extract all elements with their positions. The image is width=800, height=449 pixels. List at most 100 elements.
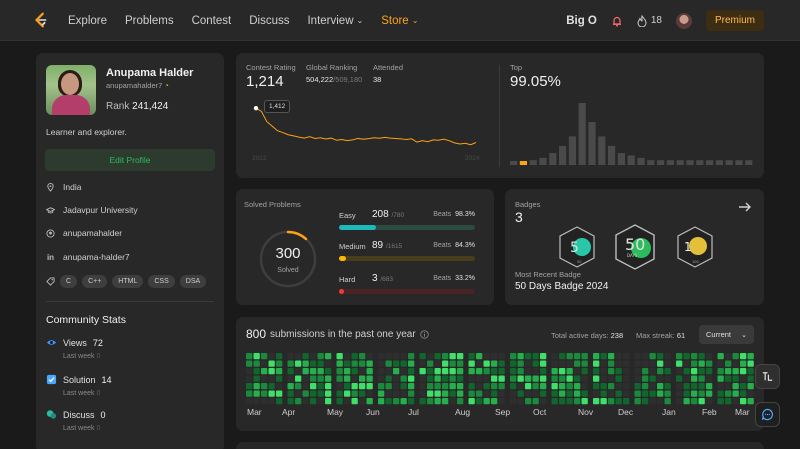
heatmap-cell[interactable] bbox=[457, 390, 464, 397]
heatmap-cell[interactable] bbox=[351, 353, 358, 360]
heatmap-cell[interactable] bbox=[664, 368, 671, 375]
heatmap-cell[interactable] bbox=[468, 353, 475, 360]
heatmap-cell[interactable] bbox=[517, 360, 524, 367]
heatmap-cell[interactable] bbox=[310, 353, 317, 360]
heatmap-cell[interactable] bbox=[732, 353, 739, 360]
heatmap-cell[interactable] bbox=[608, 383, 615, 390]
heatmap-cell[interactable] bbox=[566, 375, 573, 382]
heatmap-cell[interactable] bbox=[725, 390, 732, 397]
heatmap-cell[interactable] bbox=[344, 390, 351, 397]
heatmap-cell[interactable] bbox=[525, 398, 532, 405]
heatmap-cell[interactable] bbox=[676, 390, 683, 397]
heatmap-cell[interactable] bbox=[427, 375, 434, 382]
heatmap-cell[interactable] bbox=[295, 353, 302, 360]
heatmap-cell[interactable] bbox=[498, 398, 505, 405]
heatmap-cell[interactable] bbox=[378, 383, 385, 390]
heatmap-cell[interactable] bbox=[351, 398, 358, 405]
heatmap-cell[interactable] bbox=[566, 368, 573, 375]
heatmap-cell[interactable] bbox=[600, 383, 607, 390]
heatmap-cell[interactable] bbox=[676, 375, 683, 382]
heatmap-cell[interactable] bbox=[336, 398, 343, 405]
heatmap-cell[interactable] bbox=[698, 360, 705, 367]
heatmap-cell[interactable] bbox=[510, 353, 517, 360]
heatmap-cell[interactable] bbox=[683, 390, 690, 397]
heatmap-cell[interactable] bbox=[717, 398, 724, 405]
heatmap-cell[interactable] bbox=[287, 353, 294, 360]
heatmap-cell[interactable] bbox=[706, 360, 713, 367]
heatmap-cell[interactable] bbox=[623, 390, 630, 397]
heatmap-cell[interactable] bbox=[664, 375, 671, 382]
heatmap-cell[interactable] bbox=[434, 383, 441, 390]
heatmap-cell[interactable] bbox=[468, 375, 475, 382]
heatmap-cell[interactable] bbox=[657, 383, 664, 390]
heatmap-cell[interactable] bbox=[336, 368, 343, 375]
heatmap-cell[interactable] bbox=[344, 398, 351, 405]
heatmap-cell[interactable] bbox=[295, 390, 302, 397]
heatmap-cell[interactable] bbox=[498, 383, 505, 390]
heatmap-cell[interactable] bbox=[600, 360, 607, 367]
heatmap-cell[interactable] bbox=[246, 390, 253, 397]
heatmap-cell[interactable] bbox=[649, 383, 656, 390]
heatmap-cell[interactable] bbox=[498, 368, 505, 375]
heatmap-cell[interactable] bbox=[540, 375, 547, 382]
heatmap-cell[interactable] bbox=[366, 375, 373, 382]
heatmap-cell[interactable] bbox=[378, 398, 385, 405]
heatmap-cell[interactable] bbox=[449, 360, 456, 367]
heatmap-cell[interactable] bbox=[491, 375, 498, 382]
heatmap-cell[interactable] bbox=[268, 398, 275, 405]
heatmap-cell[interactable] bbox=[574, 398, 581, 405]
heatmap-cell[interactable] bbox=[698, 353, 705, 360]
bell-icon[interactable] bbox=[611, 15, 623, 27]
heatmap-cell[interactable] bbox=[287, 360, 294, 367]
heatmap-cell[interactable] bbox=[615, 353, 622, 360]
heatmap-cell[interactable] bbox=[449, 383, 456, 390]
heatmap-cell[interactable] bbox=[483, 398, 490, 405]
heatmap-cell[interactable] bbox=[325, 360, 332, 367]
heatmap-cell[interactable] bbox=[400, 353, 407, 360]
heatmap-cell[interactable] bbox=[442, 375, 449, 382]
heatmap-cell[interactable] bbox=[400, 368, 407, 375]
heatmap-cell[interactable] bbox=[664, 360, 671, 367]
heatmap-cell[interactable] bbox=[510, 383, 517, 390]
heatmap-cell[interactable] bbox=[310, 398, 317, 405]
heatmap-cell[interactable] bbox=[642, 383, 649, 390]
heatmap-cell[interactable] bbox=[566, 383, 573, 390]
heatmap-cell[interactable] bbox=[261, 353, 268, 360]
heatmap-cell[interactable] bbox=[359, 398, 366, 405]
linkedin-row[interactable]: in anupama-halder7 bbox=[46, 252, 130, 262]
heatmap-cell[interactable] bbox=[317, 390, 324, 397]
heatmap-cell[interactable] bbox=[517, 353, 524, 360]
badge-50-days-icon[interactable]: 5 50 bbox=[557, 225, 597, 269]
heatmap-cell[interactable] bbox=[725, 383, 732, 390]
heatmap-cell[interactable] bbox=[317, 368, 324, 375]
skill-tag[interactable]: CSS bbox=[148, 275, 175, 288]
heatmap-cell[interactable] bbox=[317, 360, 324, 367]
heatmap-cell[interactable] bbox=[525, 375, 532, 382]
heatmap-cell[interactable] bbox=[551, 353, 558, 360]
heatmap-cell[interactable] bbox=[691, 383, 698, 390]
heatmap-cell[interactable] bbox=[310, 390, 317, 397]
heatmap-cell[interactable] bbox=[623, 353, 630, 360]
heatmap-cell[interactable] bbox=[434, 398, 441, 405]
heatmap-cell[interactable] bbox=[600, 375, 607, 382]
heatmap-cell[interactable] bbox=[287, 375, 294, 382]
nav-problems[interactable]: Problems bbox=[125, 14, 174, 27]
heatmap-cell[interactable] bbox=[706, 368, 713, 375]
heatmap-cell[interactable] bbox=[532, 390, 539, 397]
heatmap-cell[interactable] bbox=[510, 390, 517, 397]
heatmap-cell[interactable] bbox=[525, 383, 532, 390]
github-row[interactable]: anupamahalder bbox=[46, 228, 122, 238]
heatmap-cell[interactable] bbox=[268, 353, 275, 360]
heatmap-cell[interactable] bbox=[434, 390, 441, 397]
heatmap-cell[interactable] bbox=[581, 398, 588, 405]
heatmap-cell[interactable] bbox=[676, 368, 683, 375]
heatmap-cell[interactable] bbox=[691, 375, 698, 382]
heatmap-cell[interactable] bbox=[623, 360, 630, 367]
heatmap-cell[interactable] bbox=[268, 360, 275, 367]
heatmap-cell[interactable] bbox=[525, 360, 532, 367]
heatmap-cell[interactable] bbox=[419, 383, 426, 390]
heatmap-cell[interactable] bbox=[261, 398, 268, 405]
heatmap-cell[interactable] bbox=[634, 353, 641, 360]
heatmap-cell[interactable] bbox=[287, 383, 294, 390]
heatmap-cell[interactable] bbox=[642, 390, 649, 397]
